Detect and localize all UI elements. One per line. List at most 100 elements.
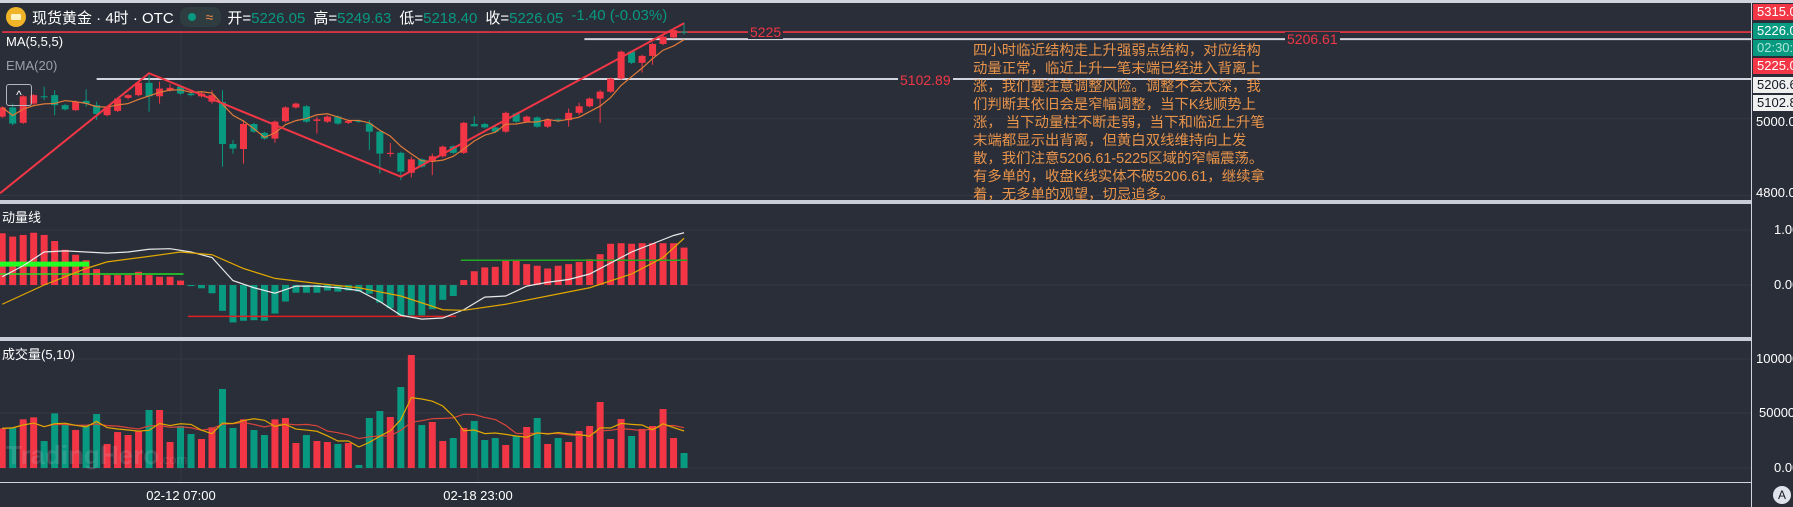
momentum-bar [260,285,268,321]
momentum-bar [407,285,415,316]
volume-bar [649,426,657,468]
momentum-bar [512,260,520,285]
volume-bar [198,439,206,468]
momentum-bar [544,268,552,285]
volume-bar [659,409,667,468]
volume-bar [544,444,552,468]
close-label: 收= [485,9,510,27]
volume-bar [0,428,6,468]
volume-bar [407,355,415,468]
market-status-pill[interactable]: ≈ [179,7,222,27]
volume-bar [460,428,468,468]
volume-bar [103,444,111,468]
momentum-bar [575,261,583,285]
momentum-bar [628,243,636,285]
volume-bar [124,435,132,468]
momentum-bar [9,236,17,285]
momentum-bar [323,285,331,291]
volume-bar [313,440,321,468]
momentum-bar [596,254,604,285]
candle-body [617,51,625,79]
momentum-bar [250,285,258,321]
momentum-bar [565,264,573,285]
volume-bar [428,422,436,468]
ma-indicator-label[interactable]: MA(5,5,5) [6,34,64,49]
momentum-bar [229,285,237,323]
candle-body [596,91,604,99]
volume-bar [323,442,331,468]
candle-body [302,106,310,122]
candle-body [523,116,531,122]
volume-bar [439,440,447,468]
momentum-bar [72,254,80,285]
volume-bar [250,430,258,468]
momentum-bar [659,243,667,285]
price-tick: 5000.00 [1756,114,1793,129]
candle-body [554,119,562,121]
volume-bar [596,402,604,468]
tradinghero-watermark: TradingHero.com [6,440,188,470]
candle-body [649,43,657,56]
candle-body [30,95,38,104]
volume-bar [177,426,185,468]
volume-bar [260,435,268,468]
level-label-5206: 5206.61 [1285,31,1340,47]
volume-bar [114,432,122,468]
candle-body [481,123,489,128]
momentum-bar [292,285,300,293]
change-value: -1.40 (-0.03%) [571,6,668,24]
volume-bar [271,419,279,468]
momentum-yellow-line [1,237,685,311]
volume-bar [470,421,478,468]
volume-tick: 0.00 [1774,460,1793,475]
momentum-tick: 0.00 [1774,277,1793,292]
auto-scale-button[interactable]: A [1773,486,1791,504]
volume-pane-title[interactable]: 成交量(5,10) [2,347,75,362]
chart-canvas[interactable] [0,0,1751,507]
ma-line [1,39,685,162]
ema-indicator-label[interactable]: EMA(20) [6,58,58,73]
symbol-title[interactable]: 现货黄金 · 4时 · OTC [32,9,174,27]
volume-bar [93,413,101,468]
volume-bar [166,442,174,468]
volume-bar [523,427,531,468]
last-price-tag: 5226.05 [1753,23,1793,39]
momentum-bar [187,285,195,287]
volume-bar [145,410,153,468]
momentum-bar [638,243,646,285]
open-value: 5226.05 [251,9,306,27]
momentum-bar [114,275,122,285]
candle-body [61,105,69,110]
high-value: 5249.63 [337,9,392,27]
momentum-bar [397,285,405,316]
candle-body [418,159,426,167]
volume-bar [481,440,489,468]
momentum-bar [313,285,321,293]
pane-separator [0,200,1751,204]
price-axis[interactable]: 5315.00 5226.05 02:30: 5225.00 5206.61 5… [1751,0,1793,507]
high-label: 高= [313,9,338,27]
trend-line [0,22,685,194]
volume-bar [355,464,363,468]
candle-body [93,105,101,114]
pane-separator [0,337,1751,341]
momentum-tick: 1.00 [1774,222,1793,237]
volume-bar [376,411,384,468]
momentum-bar [302,285,310,293]
momentum-bar [460,280,468,285]
level-label-5102: 5102.89 [898,72,953,88]
candle-body [82,100,90,104]
window-top-strip [0,0,1793,3]
volume-bar [218,389,226,468]
volume-bar [670,438,678,468]
momentum-bar [523,264,531,285]
candle-body [659,36,667,44]
volume-bar [9,427,17,468]
candle-body [187,93,195,96]
time-tick: 02-12 07:00 [146,488,216,503]
momentum-white-line [1,232,685,320]
momentum-pane-title[interactable]: 动量线 [2,210,42,225]
volume-bar [628,435,636,468]
collapse-indicators-button[interactable]: ^ [6,84,32,106]
